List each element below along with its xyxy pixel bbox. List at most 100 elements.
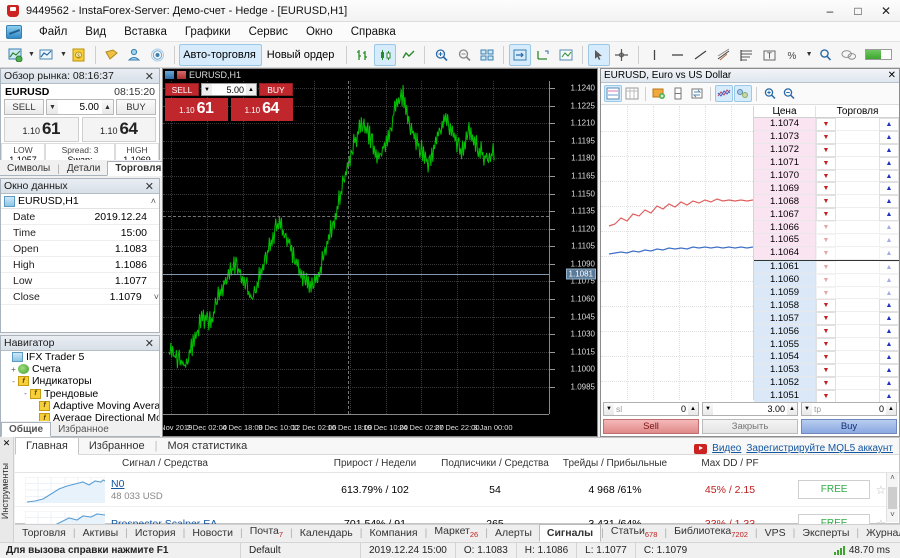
buy-arrow-icon[interactable]: ▲ [879, 246, 899, 260]
sell-arrow-icon[interactable]: ▼ [816, 130, 836, 144]
buy-arrow-icon[interactable]: ▲ [879, 156, 899, 170]
tab-articles[interactable]: Статьи678 [604, 523, 665, 541]
trendline-icon[interactable] [690, 44, 712, 66]
col-maxdd[interactable]: Max DD / PF [701, 458, 759, 469]
dom-volume-up-icon[interactable]: ▲ [787, 403, 797, 415]
ladder-volume-cell[interactable] [836, 325, 879, 339]
buy-arrow-icon[interactable]: ▲ [879, 363, 899, 377]
data-window-scroll-down-icon[interactable]: ˅ [153, 291, 159, 302]
tp-down-icon[interactable]: ▼ [802, 403, 812, 415]
ladder-price[interactable]: 1.1074 [754, 118, 816, 131]
text-label-icon[interactable]: T [759, 44, 781, 66]
nav-tab-favorites[interactable]: Избранное [58, 424, 109, 435]
tab-market[interactable]: Маркет26 [427, 523, 485, 541]
dom-new-order-icon[interactable] [650, 85, 668, 102]
nav-node-indicators[interactable]: - f Индикаторы [1, 375, 159, 387]
buy-arrow-icon[interactable]: ▲ [879, 195, 899, 209]
buy-arrow-icon[interactable]: ▲ [879, 182, 899, 196]
status-connection[interactable]: 48.70 ms [833, 545, 900, 556]
buy-arrow-icon[interactable]: ▲ [879, 312, 899, 326]
ladder-price[interactable]: 1.1052 [754, 376, 816, 390]
ladder-volume-cell[interactable] [836, 338, 879, 352]
chart-plot-area[interactable]: SELL ▼ 5.00 ▲ BUY 1.10 61 1.10 64 [163, 81, 597, 436]
navigator-close-icon[interactable]: ✕ [144, 337, 154, 350]
horizontal-line-icon[interactable] [667, 44, 689, 66]
zoom-in-icon[interactable] [430, 44, 452, 66]
sell-arrow-icon[interactable]: ▼ [816, 325, 836, 339]
tab-news[interactable]: Новости [192, 527, 233, 539]
dom-zoom-out-icon[interactable] [780, 85, 798, 102]
mw-volume-value[interactable]: 5.00 [79, 101, 99, 113]
tab-trade[interactable]: Торговля [22, 527, 66, 539]
ladder-row[interactable]: 1.1073 ▼ ▲ [754, 130, 899, 144]
subscribe-button[interactable]: FREE [797, 480, 871, 499]
ladder-volume-cell[interactable] [836, 234, 879, 247]
chat-icon[interactable] [838, 44, 860, 66]
signals-broadcast-icon[interactable] [147, 44, 169, 66]
ladder-price[interactable]: 1.1065 [754, 234, 816, 247]
sell-arrow-icon[interactable]: ▼ [816, 169, 836, 183]
menu-item-file[interactable]: Файл [39, 25, 68, 38]
table-row[interactable]: N0 48 033 USD 613.79% / 102 54 4 968 /61… [15, 473, 899, 507]
ladder-volume-cell[interactable] [836, 221, 879, 235]
ladder-volume-cell[interactable] [836, 118, 879, 131]
tab-experts[interactable]: Эксперты [802, 527, 850, 539]
tab-journal[interactable]: Журнал [866, 527, 900, 539]
oc-volume-up-icon[interactable]: ▲ [246, 84, 256, 95]
menu-item-window[interactable]: Окно [305, 25, 333, 38]
mw-tab-symbols[interactable]: Символы [7, 163, 51, 174]
ladder-price[interactable]: 1.1067 [754, 208, 816, 222]
sell-arrow-icon[interactable]: ▼ [816, 246, 836, 260]
buy-arrow-icon[interactable]: ▲ [879, 351, 899, 364]
ladder-volume-cell[interactable] [836, 131, 879, 144]
tab-company[interactable]: Компания [369, 527, 418, 539]
market-watch-icon[interactable]: $ [68, 44, 90, 66]
oc-volume-stepper[interactable]: ▼ 5.00 ▲ [201, 83, 257, 96]
ladder-volume-cell[interactable] [836, 195, 879, 209]
signals-tab-main[interactable]: Главная [15, 437, 79, 455]
nav-expander-minus-icon[interactable]: - [24, 389, 27, 399]
line-chart-icon[interactable] [397, 44, 419, 66]
new-chart-caret-icon[interactable]: ▼ [28, 51, 35, 58]
tab-calendar[interactable]: Календарь [299, 527, 353, 539]
ladder-price[interactable]: 1.1059 [754, 286, 816, 300]
nav-node-trend[interactable]: - f Трендовые [1, 388, 159, 400]
ladder-price[interactable]: 1.1064 [754, 246, 816, 260]
buy-arrow-icon[interactable]: ▲ [879, 221, 899, 235]
buy-arrow-icon[interactable]: ▲ [879, 325, 899, 339]
ladder-row[interactable]: 1.1069 ▼ ▲ [754, 182, 899, 196]
ladder-price[interactable]: 1.1053 [754, 363, 816, 377]
dom-tick-chart-icon[interactable] [715, 85, 733, 102]
scrollbar-thumb[interactable] [888, 487, 897, 509]
sell-arrow-icon[interactable]: ▼ [816, 363, 836, 377]
ladder-row[interactable]: 1.1068 ▼ ▲ [754, 195, 899, 209]
market-watch-close-icon[interactable]: ✕ [144, 70, 154, 83]
register-mql5-link[interactable]: Зарегистрируйте MQL5 аккаунт [746, 443, 893, 454]
oc-sell-button[interactable]: SELL [165, 83, 199, 96]
ladder-volume-cell[interactable] [836, 182, 879, 196]
ladder-row[interactable]: 1.1064 ▼ ▲ [754, 246, 899, 260]
dom-ladder-view-icon[interactable] [604, 85, 622, 102]
ladder-volume-cell[interactable] [836, 208, 879, 222]
dom-buy-button[interactable]: Buy [801, 419, 897, 434]
ladder-row[interactable]: 1.1070 ▼ ▲ [754, 169, 899, 183]
ladder-row[interactable]: 1.1057 ▼ ▲ [754, 312, 899, 326]
ladder-price[interactable]: 1.1061 [754, 260, 816, 274]
dom-close-button[interactable]: Закрыть [702, 419, 798, 434]
channel-icon[interactable] [713, 44, 735, 66]
vertical-line-icon[interactable] [644, 44, 666, 66]
mw-tab-trading[interactable]: Торговля [107, 161, 170, 176]
tp-value[interactable]: 0 [878, 404, 884, 414]
nav-item-adx[interactable]: f Average Directional Movement [1, 412, 159, 421]
sell-arrow-icon[interactable]: ▼ [816, 234, 836, 247]
ladder-price[interactable]: 1.1060 [754, 273, 816, 287]
scroll-end-icon[interactable] [509, 43, 532, 66]
cursor-icon[interactable] [587, 43, 610, 66]
nav-expander-plus-icon[interactable]: + [11, 364, 16, 374]
sell-arrow-icon[interactable]: ▼ [816, 299, 836, 313]
ladder-row[interactable]: 1.1071 ▼ ▲ [754, 156, 899, 170]
oc-bid-quote[interactable]: 1.10 61 [165, 98, 228, 121]
menu-item-tools[interactable]: Сервис [248, 25, 288, 38]
ladder-row[interactable]: 1.1052 ▼ ▲ [754, 376, 899, 390]
